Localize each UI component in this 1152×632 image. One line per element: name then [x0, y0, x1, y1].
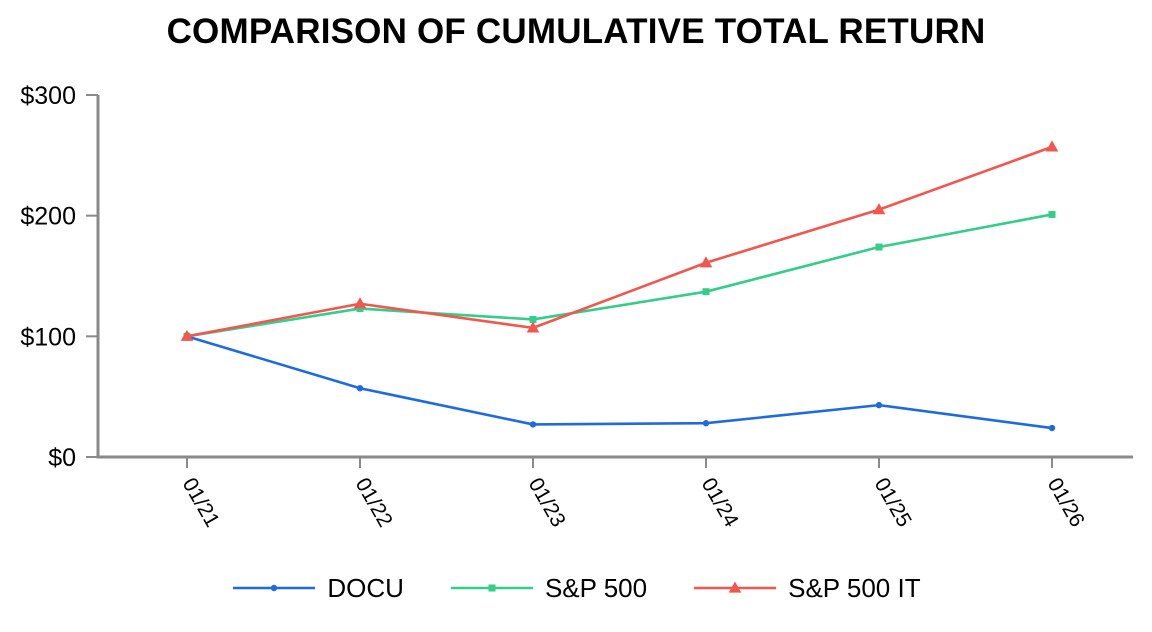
svg-text:$100: $100	[20, 323, 76, 351]
svg-text:01/21: 01/21	[178, 474, 224, 531]
legend-entry-docu: DOCU	[231, 573, 404, 604]
svg-text:01/22: 01/22	[351, 474, 397, 531]
legend-entry-sp500: S&P 500	[449, 573, 647, 604]
svg-text:01/23: 01/23	[524, 474, 570, 531]
svg-text:01/25: 01/25	[870, 474, 916, 531]
legend-entry-sp500it: S&P 500 IT	[692, 573, 921, 604]
legend-label-sp500: S&P 500	[544, 572, 648, 603]
svg-text:$200: $200	[20, 203, 76, 231]
legend-label-sp500it: S&P 500 IT	[788, 572, 921, 603]
sp500-line-marker-icon	[450, 584, 533, 592]
chart-legend: DOCU S&P 500 S&P 500 IT	[0, 571, 1152, 605]
svg-text:$0: $0	[48, 444, 76, 472]
docu-line-marker-icon	[233, 584, 316, 592]
svg-text:01/26: 01/26	[1043, 474, 1089, 531]
svg-text:$300: $300	[20, 82, 76, 110]
sp500it-line-marker-icon	[694, 581, 777, 593]
legend-label-docu: DOCU	[327, 572, 404, 603]
svg-text:01/24: 01/24	[697, 474, 743, 531]
chart-title: COMPARISON OF CUMULATIVE TOTAL RETURN	[166, 12, 986, 51]
